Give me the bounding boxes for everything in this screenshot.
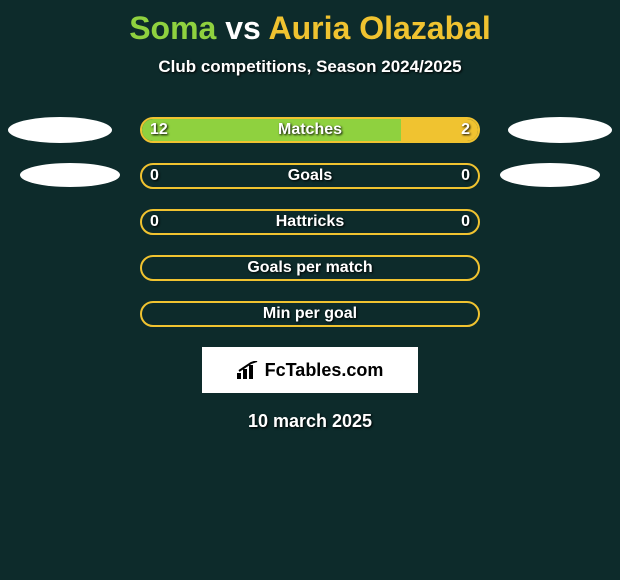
stat-row-goals-per-match: Goals per match — [0, 255, 620, 281]
stat-row-min-per-goal: Min per goal — [0, 301, 620, 327]
stats-section: 12 Matches 2 0 Goals 0 0 Hattricks 0 Goa… — [0, 117, 620, 327]
date-text: 10 march 2025 — [0, 411, 620, 432]
stat-right-value: 0 — [461, 209, 470, 235]
subtitle: Club competitions, Season 2024/2025 — [0, 57, 620, 77]
stat-right-value: 2 — [461, 117, 470, 143]
vs-text: vs — [225, 10, 261, 46]
branding-badge: FcTables.com — [202, 347, 418, 393]
player2-name: Auria Olazabal — [269, 10, 491, 46]
stat-row-matches: 12 Matches 2 — [0, 117, 620, 143]
stat-label: Matches — [140, 117, 480, 143]
page-title: Soma vs Auria Olazabal — [0, 0, 620, 47]
stat-row-goals: 0 Goals 0 — [0, 163, 620, 189]
stat-label: Goals per match — [140, 255, 480, 281]
stat-label: Min per goal — [140, 301, 480, 327]
stat-label: Hattricks — [140, 209, 480, 235]
player1-name: Soma — [129, 10, 216, 46]
decor-ellipse — [20, 163, 120, 187]
decor-ellipse — [8, 117, 112, 143]
branding-text: FcTables.com — [265, 360, 384, 381]
chart-icon — [237, 361, 259, 379]
stat-label: Goals — [140, 163, 480, 189]
decor-ellipse — [508, 117, 612, 143]
decor-ellipse — [500, 163, 600, 187]
stat-right-value: 0 — [461, 163, 470, 189]
stat-row-hattricks: 0 Hattricks 0 — [0, 209, 620, 235]
